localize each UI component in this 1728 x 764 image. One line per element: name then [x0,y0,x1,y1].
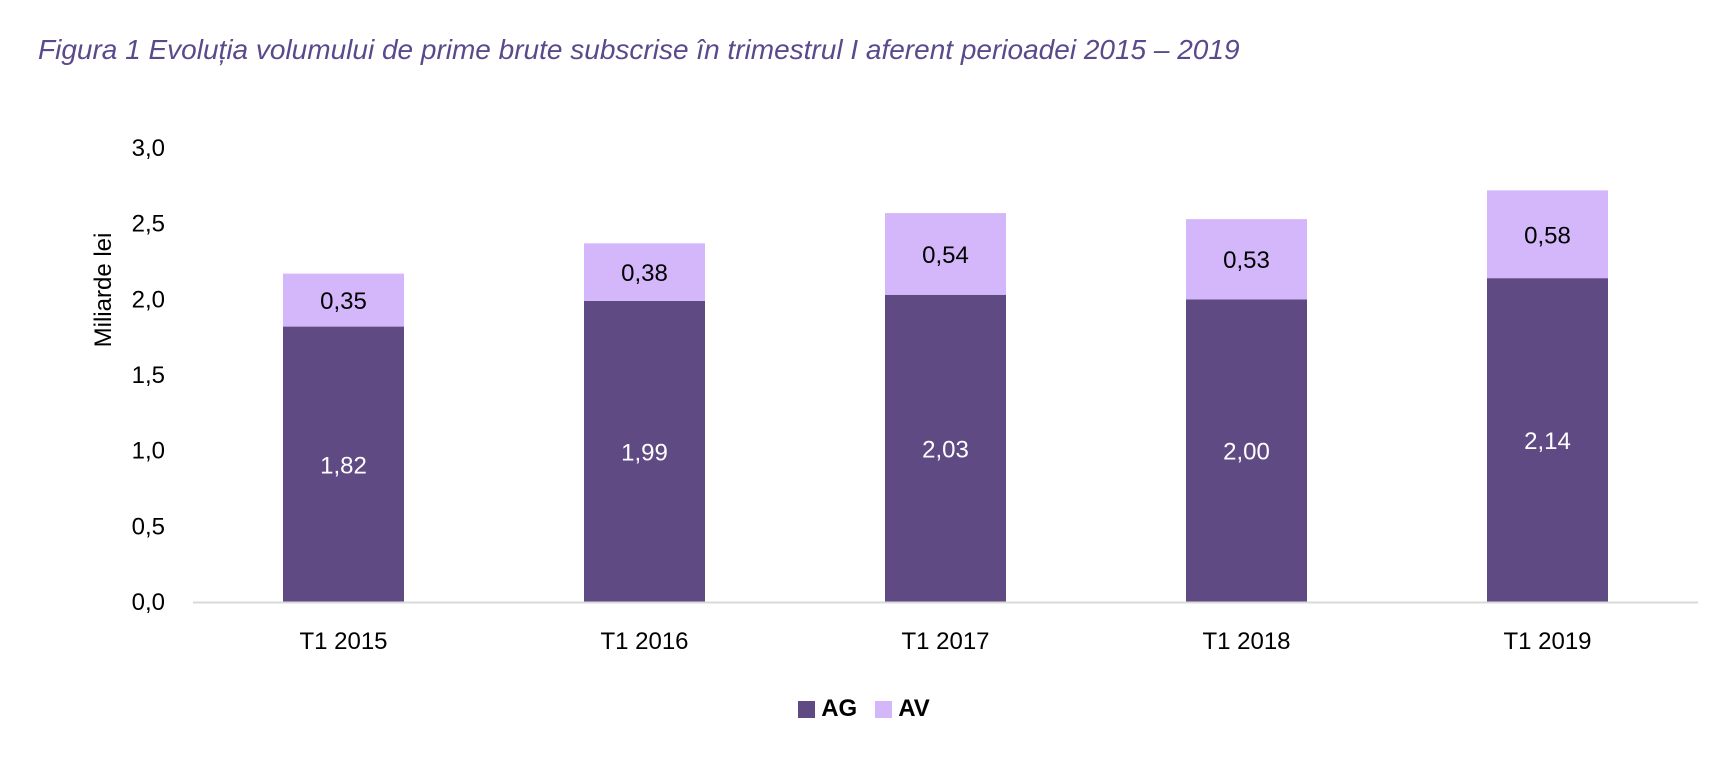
chart-title: Figura 1 Evoluția volumului de prime bru… [38,34,1240,65]
y-tick-label: 3,0 [132,135,165,162]
legend-item-av: AV [875,695,930,723]
data-label-av-5: 0,58 [1524,222,1571,249]
bar-av-3 [885,213,1006,295]
bar-ag-2 [584,300,705,602]
legend-swatch-av [875,700,893,718]
data-label-ag-1: 1,82 [320,452,367,479]
legend-label-ag: AG [821,695,858,722]
x-tick-label: T1 2017 [901,628,989,655]
y-tick-label: 1,0 [132,438,165,465]
data-label-av-4: 0,53 [1223,247,1270,274]
bar-ag-1 [283,326,404,602]
bar-av-2 [584,243,705,301]
x-tick-label: T1 2015 [299,628,387,655]
data-label-av-3: 0,54 [922,242,969,269]
legend-item-ag: AG [798,695,857,723]
x-tick-label: T1 2018 [1202,628,1290,655]
data-label-av-2: 0,38 [621,260,668,287]
y-tick-label: 2,0 [132,286,165,313]
bar-ag-5 [1487,278,1608,602]
legend-label-av: AV [898,695,930,722]
data-label-av-1: 0,35 [320,288,367,315]
bar-av-4 [1186,219,1307,300]
legend: AG AV [0,695,1728,723]
bar-ag-3 [885,294,1006,602]
bar-ag-4 [1186,299,1307,602]
bar-av-5 [1487,190,1608,279]
y-tick-label: 1,5 [132,362,165,389]
data-label-ag-4: 2,00 [1223,439,1270,466]
y-tick-label: 2,5 [132,211,165,238]
y-axis-title: Miliarde lei [90,233,117,348]
bar-av-1 [283,273,404,327]
data-label-ag-3: 2,03 [922,436,969,463]
y-tick-label: 0,0 [132,589,165,616]
y-tick-label: 0,5 [132,513,165,540]
x-tick-label: T1 2016 [600,628,688,655]
data-label-ag-5: 2,14 [1524,428,1571,455]
legend-swatch-ag [798,700,816,718]
data-label-ag-2: 1,99 [621,439,668,466]
x-tick-label: T1 2019 [1503,628,1591,655]
